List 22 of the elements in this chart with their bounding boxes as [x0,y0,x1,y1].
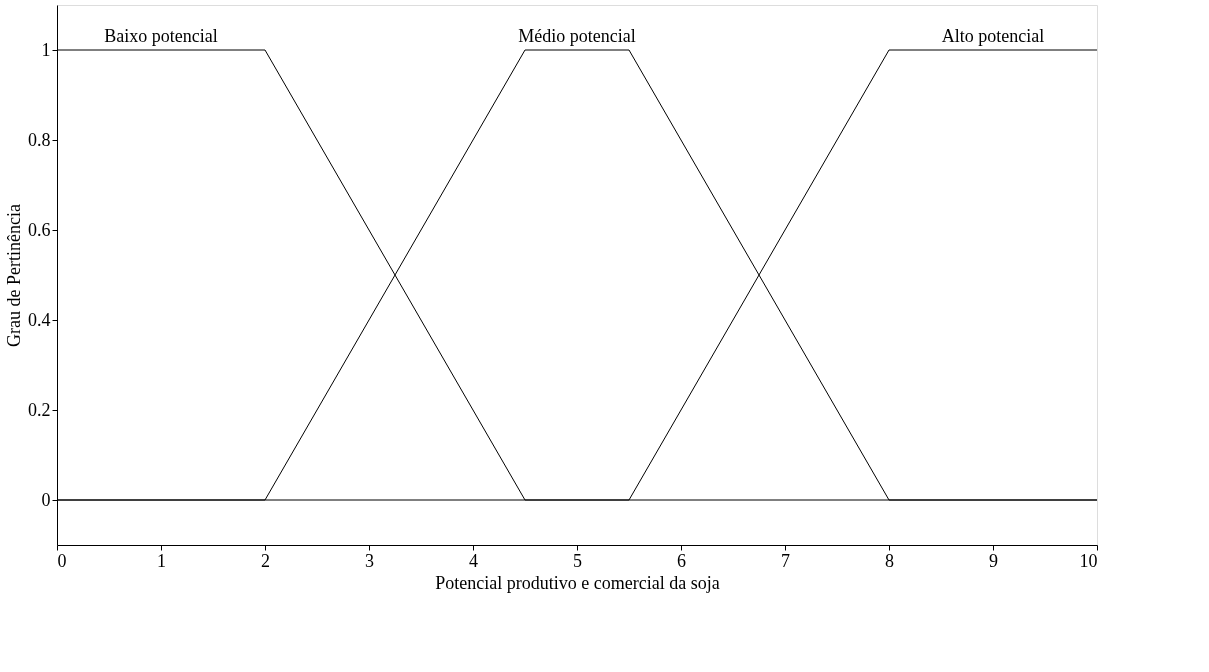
x-tick-label: 2 [261,550,270,571]
y-tick-label: 0.4 [28,309,51,330]
series-label: Médio potencial [518,26,636,46]
x-tick-label: 1 [157,550,166,571]
y-tick-label: 0.2 [28,399,51,420]
y-tick-label: 1 [41,39,51,60]
x-tick-label: 3 [365,550,374,571]
x-axis-title: Potencial produtivo e comercial da soja [435,572,720,593]
x-tick-label: 7 [781,550,790,571]
x-tick-label: 8 [885,550,894,571]
y-axis-title: Grau de Pertinência [4,204,24,347]
x-tick-label: 6 [677,550,686,571]
x-tick-label: 10 [1079,550,1098,571]
x-tick-label: 4 [469,550,478,571]
x-tick-label: 9 [989,550,998,571]
y-tick-label: 0.8 [28,129,51,150]
x-tick-label: 5 [573,550,582,571]
series-label: Baixo potencial [104,26,218,46]
series-label: Alto potencial [941,26,1045,46]
y-tick-label: 0 [41,489,51,510]
y-tick-label: 0.6 [28,219,51,240]
x-tick-label: 0 [57,550,67,571]
